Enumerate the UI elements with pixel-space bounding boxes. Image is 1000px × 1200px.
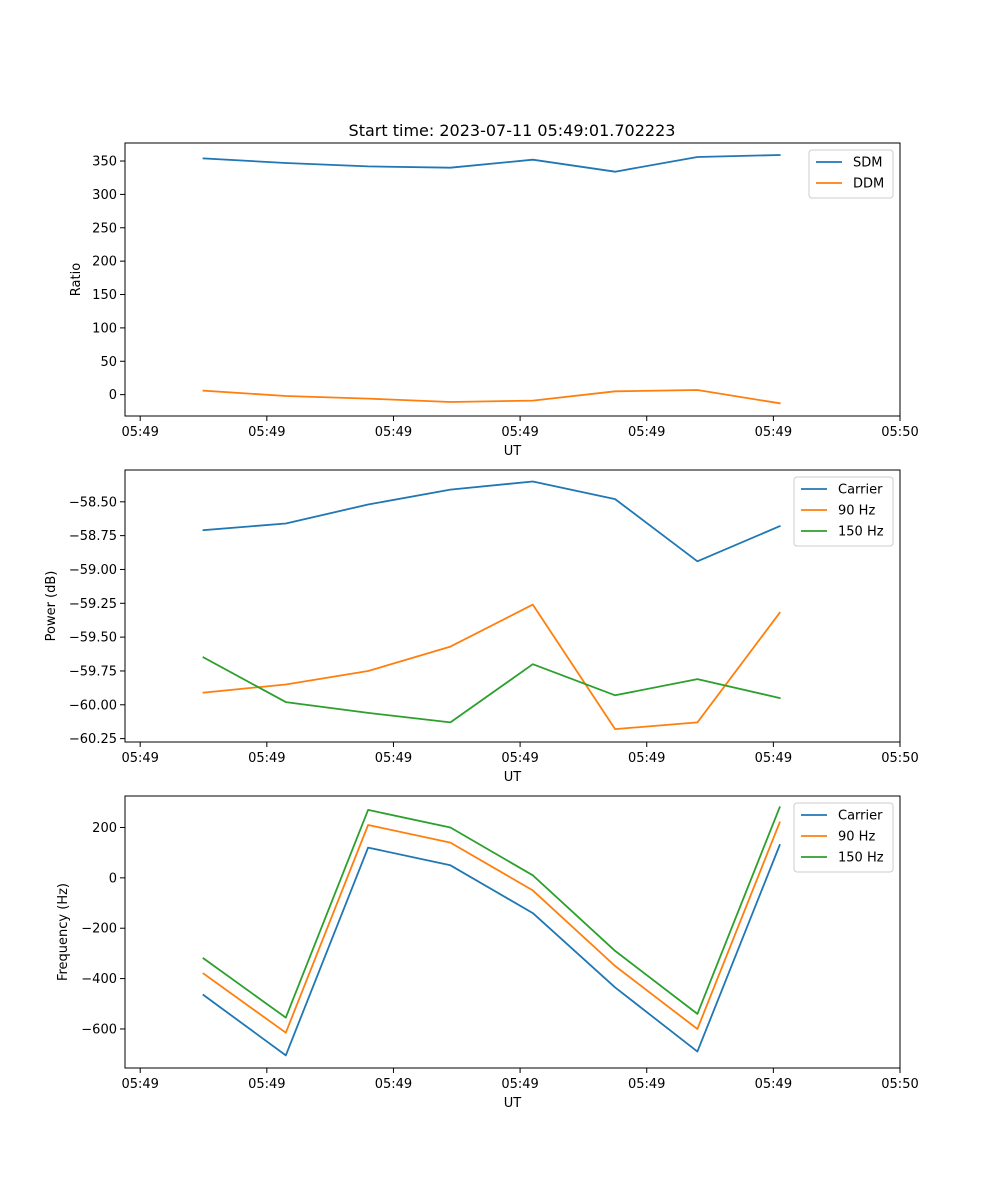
power-x-axis-label: UT [504,770,522,785]
power-axes-frame [124,469,901,743]
power-x-tick-label: 05:50 [881,751,918,766]
ratio-x-tick-label: 05:49 [501,425,538,440]
ratio-y-tick-label: 200 [92,255,117,270]
ratio-x-tick-label: 05:49 [628,425,665,440]
frequency-x-tick-label: 05:49 [501,1077,538,1092]
power-x-tick-label: 05:49 [121,751,158,766]
power-y-tick-label: −60.25 [69,732,117,747]
power-y-tick-label: −59.00 [69,563,117,578]
power-y-tick-label: −59.25 [69,597,117,612]
ratio-y-tick-label: 350 [92,155,117,170]
ratio-y-tick-label: 150 [92,288,117,303]
power-series-90-hz-line [202,603,781,730]
ratio-y-axis-label: Ratio [69,263,84,296]
frequency-x-tick-label: 05:49 [375,1077,412,1092]
ratio-x-axis-label: UT [504,444,522,459]
power-panel: 05:49 05:49 05:49 05:49 05:49 05:49 05:50 −60.2… [44,469,919,785]
power-y-tick-label: −58.75 [69,529,117,544]
frequency-series-150-hz-line [202,806,781,1019]
frequency-x-tick-label: 05:49 [755,1077,792,1092]
frequency-y-tick-label: −600 [81,1022,117,1037]
power-series-150-hz-line [202,656,781,724]
frequency-y-tick-label: 200 [92,821,117,836]
power-x-tick-label: 05:49 [375,751,412,766]
frequency-x-axis-label: UT [504,1096,522,1111]
frequency-legend-label: 90 Hz [838,830,875,845]
ratio-x-tick-label: 05:50 [881,425,918,440]
ratio-legend-label: DDM [853,177,884,192]
power-legend-box [793,476,894,547]
power-x-tick-label: 05:49 [248,751,285,766]
power-y-tick-label: −58.50 [69,495,117,510]
ratio-y-tick-label: 250 [92,221,117,236]
frequency-series-carrier-line [202,843,781,1057]
frequency-x-tick-label: 05:49 [628,1077,665,1092]
power-y-tick-label: −59.50 [69,631,117,646]
ratio-x-tick-label: 05:49 [121,425,158,440]
frequency-series-90-hz-line [202,821,781,1034]
power-legend-label: 150 Hz [838,525,884,540]
frequency-axes-frame [124,795,901,1069]
ratio-x-tick-label: 05:49 [375,425,412,440]
frequency-y-tick-label: −400 [81,972,117,987]
power-y-tick-label: −60.00 [69,698,117,713]
frequency-legend-label: 150 Hz [838,851,884,866]
frequency-y-axis-label: Frequency (Hz) [56,883,71,981]
ratio-axes-frame [124,142,901,417]
power-legend-label: Carrier [838,483,883,498]
frequency-x-tick-label: 05:49 [248,1077,285,1092]
power-y-axis-label: Power (dB) [44,571,59,642]
frequency-x-tick-label: 05:49 [121,1077,158,1092]
ratio-legend: SDM DDM [808,149,894,199]
frequency-legend-label: Carrier [838,809,883,824]
frequency-y-tick-label: −200 [81,922,117,937]
power-series-carrier-line [202,480,781,563]
power-y-tick-label: −59.75 [69,664,117,679]
frequency-legend: Carrier 90 Hz 150 Hz [793,802,894,873]
frequency-x-tick-label: 05:50 [881,1077,918,1092]
ratio-series-sdm-line [202,154,781,173]
ratio-y-tick-label: 100 [92,321,117,336]
ratio-y-tick-label: 300 [92,188,117,203]
ratio-x-tick-label: 05:49 [755,425,792,440]
ratio-series-ddm-line [202,389,781,405]
power-legend-label: 90 Hz [838,504,875,519]
frequency-panel: 05:49 05:49 05:49 05:49 05:49 05:49 05:50 −600 −… [56,795,919,1111]
ratio-legend-label: SDM [853,156,882,171]
power-x-tick-label: 05:49 [501,751,538,766]
ratio-x-tick-label: 05:49 [248,425,285,440]
power-x-tick-label: 05:49 [628,751,665,766]
ratio-panel: 05:49 05:49 05:49 05:49 05:49 05:49 05:50 0 50 10… [69,142,919,459]
ratio-y-tick-label: 50 [100,355,117,370]
frequency-y-tick-label: 0 [109,871,117,886]
frequency-legend-box [793,802,894,873]
chart-title: Start time: 2023-07-11 05:49:01.702223 [349,121,676,140]
power-x-tick-label: 05:49 [755,751,792,766]
ratio-y-tick-label: 0 [109,388,117,403]
power-legend: Carrier 90 Hz 150 Hz [793,476,894,547]
